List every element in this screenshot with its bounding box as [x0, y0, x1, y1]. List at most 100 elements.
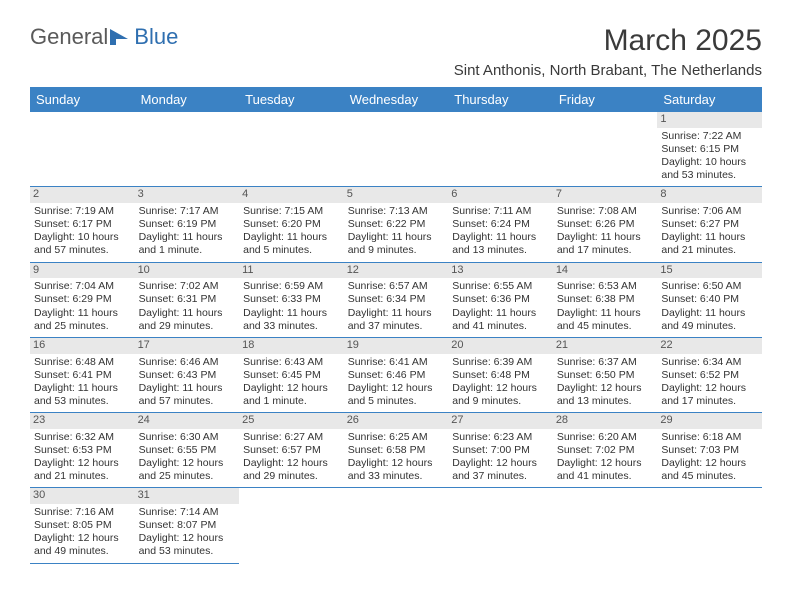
sunset-text: Sunset: 6:33 PM — [243, 293, 340, 306]
sunset-text: Sunset: 6:58 PM — [348, 444, 445, 457]
daylight-text: Daylight: 12 hours and 33 minutes. — [348, 457, 445, 483]
calendar-day-cell: 18Sunrise: 6:43 AMSunset: 6:45 PMDayligh… — [239, 337, 344, 412]
calendar-day-cell — [30, 112, 135, 187]
day-number: 23 — [30, 413, 135, 429]
calendar-week-row: 1Sunrise: 7:22 AMSunset: 6:15 PMDaylight… — [30, 112, 762, 187]
day-number: 18 — [239, 338, 344, 354]
day-info: Sunrise: 7:14 AMSunset: 8:07 PMDaylight:… — [139, 506, 236, 559]
day-number: 6 — [448, 187, 553, 203]
day-info: Sunrise: 7:17 AMSunset: 6:19 PMDaylight:… — [139, 205, 236, 258]
weekday-header: Saturday — [657, 87, 762, 112]
day-number: 8 — [657, 187, 762, 203]
day-info: Sunrise: 7:11 AMSunset: 6:24 PMDaylight:… — [452, 205, 549, 258]
day-info: Sunrise: 6:48 AMSunset: 6:41 PMDaylight:… — [34, 356, 131, 409]
calendar-week-row: 9Sunrise: 7:04 AMSunset: 6:29 PMDaylight… — [30, 262, 762, 337]
calendar-day-cell: 17Sunrise: 6:46 AMSunset: 6:43 PMDayligh… — [135, 337, 240, 412]
daylight-text: Daylight: 12 hours and 45 minutes. — [661, 457, 758, 483]
day-number: 26 — [344, 413, 449, 429]
calendar-day-cell: 3 Sunrise: 7:17 AMSunset: 6:19 PMDaylight… — [135, 187, 240, 262]
calendar-day-cell: 5Sunrise: 7:13 AMSunset: 6:22 PMDaylight… — [344, 187, 449, 262]
day-info: Sunrise: 6:59 AMSunset: 6:33 PMDaylight:… — [243, 280, 340, 333]
daylight-text: Daylight: 11 hours and 17 minutes. — [557, 231, 654, 257]
day-info: Sunrise: 6:53 AMSunset: 6:38 PMDaylight:… — [557, 280, 654, 333]
sunset-text: Sunset: 6:48 PM — [452, 369, 549, 382]
day-number: 20 — [448, 338, 553, 354]
weekday-header: Friday — [553, 87, 658, 112]
sunset-text: Sunset: 6:55 PM — [139, 444, 236, 457]
daylight-text: Daylight: 12 hours and 29 minutes. — [243, 457, 340, 483]
sunset-text: Sunset: 6:31 PM — [139, 293, 236, 306]
sunrise-text: Sunrise: 7:16 AM — [34, 506, 131, 519]
calendar-day-cell: 23Sunrise: 6:32 AMSunset: 6:53 PMDayligh… — [30, 413, 135, 488]
sunrise-text: Sunrise: 6:23 AM — [452, 431, 549, 444]
title-block: March 2025 Sint Anthonis, North Brabant,… — [454, 24, 762, 79]
sunset-text: Sunset: 7:00 PM — [452, 444, 549, 457]
calendar-day-cell: 7 Sunrise: 7:08 AMSunset: 6:26 PMDaylight… — [553, 187, 658, 262]
sunset-text: Sunset: 6:34 PM — [348, 293, 445, 306]
calendar-day-cell — [553, 112, 658, 187]
day-info: Sunrise: 6:39 AMSunset: 6:48 PMDaylight:… — [452, 356, 549, 409]
day-info: Sunrise: 7:13 AMSunset: 6:22 PMDaylight:… — [348, 205, 445, 258]
sunrise-text: Sunrise: 6:34 AM — [661, 356, 758, 369]
day-number: 1 — [657, 112, 762, 128]
calendar-day-cell: 14Sunrise: 6:53 AMSunset: 6:38 PMDayligh… — [553, 262, 658, 337]
sunrise-text: Sunrise: 6:32 AM — [34, 431, 131, 444]
calendar-day-cell: 26Sunrise: 6:25 AMSunset: 6:58 PMDayligh… — [344, 413, 449, 488]
day-info: Sunrise: 7:06 AMSunset: 6:27 PMDaylight:… — [661, 205, 758, 258]
day-number: 13 — [448, 263, 553, 279]
daylight-text: Daylight: 11 hours and 37 minutes. — [348, 307, 445, 333]
page-title: March 2025 — [454, 24, 762, 58]
daylight-text: Daylight: 11 hours and 9 minutes. — [348, 231, 445, 257]
daylight-text: Daylight: 12 hours and 53 minutes. — [139, 532, 236, 558]
calendar-day-cell: 16Sunrise: 6:48 AMSunset: 6:41 PMDayligh… — [30, 337, 135, 412]
calendar-day-cell — [657, 488, 762, 563]
day-number: 27 — [448, 413, 553, 429]
sunset-text: Sunset: 8:07 PM — [139, 519, 236, 532]
sunset-text: Sunset: 6:24 PM — [452, 218, 549, 231]
sunset-text: Sunset: 6:43 PM — [139, 369, 236, 382]
day-number: 3 — [135, 187, 240, 203]
sunrise-text: Sunrise: 6:55 AM — [452, 280, 549, 293]
daylight-text: Daylight: 11 hours and 1 minute. — [139, 231, 236, 257]
day-number: 22 — [657, 338, 762, 354]
logo-text-blue: Blue — [134, 24, 178, 50]
daylight-text: Daylight: 10 hours and 57 minutes. — [34, 231, 131, 257]
day-info: Sunrise: 7:16 AMSunset: 8:05 PMDaylight:… — [34, 506, 131, 559]
sunset-text: Sunset: 6:15 PM — [661, 143, 758, 156]
sunset-text: Sunset: 6:20 PM — [243, 218, 340, 231]
sunset-text: Sunset: 6:50 PM — [557, 369, 654, 382]
sunset-text: Sunset: 6:45 PM — [243, 369, 340, 382]
weekday-header: Wednesday — [344, 87, 449, 112]
calendar-day-cell — [135, 112, 240, 187]
sunset-text: Sunset: 6:40 PM — [661, 293, 758, 306]
daylight-text: Daylight: 11 hours and 49 minutes. — [661, 307, 758, 333]
daylight-text: Daylight: 11 hours and 21 minutes. — [661, 231, 758, 257]
sunrise-text: Sunrise: 6:27 AM — [243, 431, 340, 444]
daylight-text: Daylight: 11 hours and 33 minutes. — [243, 307, 340, 333]
sunset-text: Sunset: 8:05 PM — [34, 519, 131, 532]
sunset-text: Sunset: 6:36 PM — [452, 293, 549, 306]
calendar-day-cell: 13Sunrise: 6:55 AMSunset: 6:36 PMDayligh… — [448, 262, 553, 337]
day-info: Sunrise: 6:46 AMSunset: 6:43 PMDaylight:… — [139, 356, 236, 409]
day-info: Sunrise: 7:02 AMSunset: 6:31 PMDaylight:… — [139, 280, 236, 333]
calendar-day-cell: 2Sunrise: 7:19 AMSunset: 6:17 PMDaylight… — [30, 187, 135, 262]
day-number: 14 — [553, 263, 658, 279]
calendar-day-cell: 12Sunrise: 6:57 AMSunset: 6:34 PMDayligh… — [344, 262, 449, 337]
sunrise-text: Sunrise: 7:17 AM — [139, 205, 236, 218]
day-number: 7 — [553, 187, 658, 203]
sunrise-text: Sunrise: 6:39 AM — [452, 356, 549, 369]
day-info: Sunrise: 6:57 AMSunset: 6:34 PMDaylight:… — [348, 280, 445, 333]
daylight-text: Daylight: 11 hours and 13 minutes. — [452, 231, 549, 257]
calendar-day-cell: 29Sunrise: 6:18 AMSunset: 7:03 PMDayligh… — [657, 413, 762, 488]
calendar-body: 1Sunrise: 7:22 AMSunset: 6:15 PMDaylight… — [30, 112, 762, 563]
sunrise-text: Sunrise: 6:46 AM — [139, 356, 236, 369]
calendar-day-cell: 31Sunrise: 7:14 AMSunset: 8:07 PMDayligh… — [135, 488, 240, 563]
sunset-text: Sunset: 6:53 PM — [34, 444, 131, 457]
day-info: Sunrise: 7:08 AMSunset: 6:26 PMDaylight:… — [557, 205, 654, 258]
calendar-day-cell: 19Sunrise: 6:41 AMSunset: 6:46 PMDayligh… — [344, 337, 449, 412]
sunset-text: Sunset: 6:46 PM — [348, 369, 445, 382]
day-info: Sunrise: 6:55 AMSunset: 6:36 PMDaylight:… — [452, 280, 549, 333]
calendar-day-cell: 22Sunrise: 6:34 AMSunset: 6:52 PMDayligh… — [657, 337, 762, 412]
daylight-text: Daylight: 12 hours and 41 minutes. — [557, 457, 654, 483]
daylight-text: Daylight: 10 hours and 53 minutes. — [661, 156, 758, 182]
